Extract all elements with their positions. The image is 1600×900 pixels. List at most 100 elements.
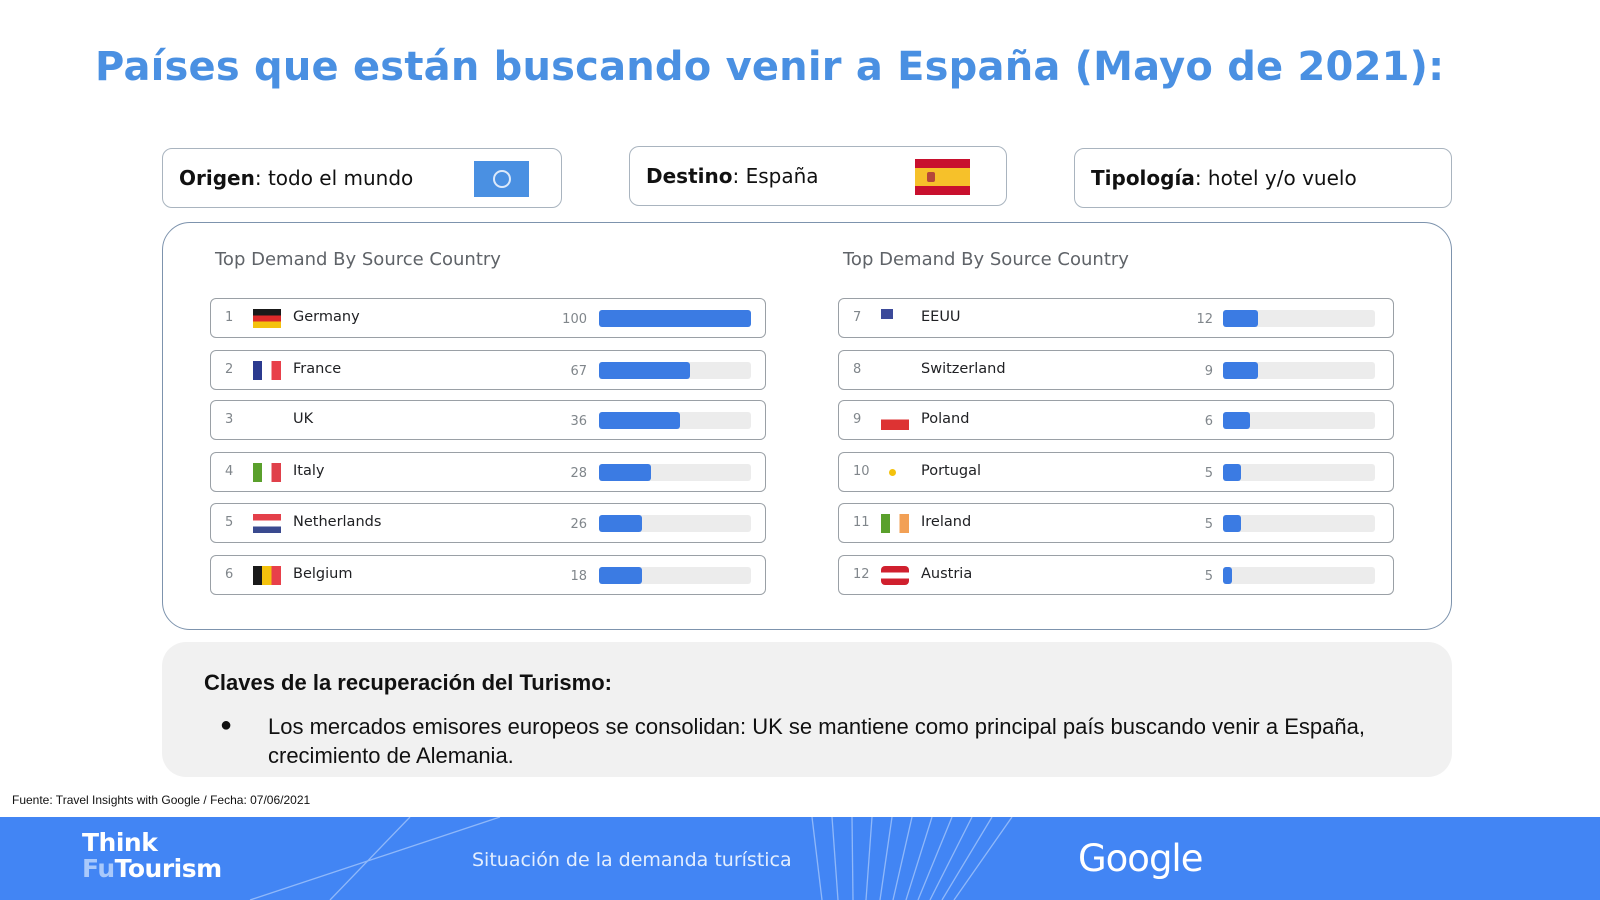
demand-bar-track [1223,515,1375,532]
table-row: 9 Poland 6 [838,400,1394,440]
rank-number: 9 [853,412,862,427]
demand-value: 18 [570,569,587,584]
rank-number: 1 [225,310,234,325]
brand-fu: Fu [82,854,115,883]
demand-value: 6 [1204,414,1213,429]
demand-value: 36 [570,414,587,429]
table-row: 7 EEUU 12 [838,298,1394,338]
typology-value: : hotel y/o vuelo [1194,166,1357,190]
demand-bar-fill [599,362,691,379]
rank-number: 12 [853,567,870,582]
demand-bar-fill [1223,515,1242,532]
origin-value: : todo el mundo [254,166,414,190]
demand-value: 67 [570,364,587,379]
insight-bullet: Los mercados emisores europeos se consol… [268,714,1365,768]
footer-banner: Think FuTourism Situación de la demanda … [0,817,1600,900]
rank-number: 8 [853,362,862,377]
demand-bar-track [599,515,751,532]
demand-bar-fill [1223,412,1251,429]
demand-bar-fill [1223,362,1258,379]
demand-panel: Top Demand By Source Country 1 Germany 100… [162,222,1452,630]
typology-label: Tipología [1091,166,1195,190]
brand-line-1: Think [82,828,158,857]
rank-number: 2 [225,362,234,377]
decorative-lines-icon [249,817,1013,900]
rank-number: 11 [853,515,870,530]
demand-value: 5 [1204,569,1213,584]
demand-bar-fill [599,310,751,327]
demand-bar-fill [599,464,651,481]
table-row: 11 Ireland 5 [838,503,1394,543]
demand-bar-fill [1223,567,1233,584]
table-row: 10 Portugal 5 [838,452,1394,492]
table-row: 4 Italy 28 [210,452,766,492]
table-row: 6 Belgium 18 [210,555,766,595]
rank-number: 4 [225,464,234,479]
table-row: 12 Austria 5 [838,555,1394,595]
demand-bar-track [599,310,751,327]
table-row: 8 Switzerland 9 [838,350,1394,390]
google-logo: Google [1078,837,1203,880]
demand-value: 28 [570,466,587,481]
destination-value: : España [732,164,819,188]
demand-bar-track [599,362,751,379]
country-flag-icon [253,361,281,380]
country-name: Germany [293,309,360,325]
demand-bar-fill [599,412,680,429]
origin-filter: Origen : todo el mundo [162,148,562,208]
key-insights-box: Claves de la recuperación del Turismo: ●… [162,642,1452,777]
demand-value: 100 [562,312,587,327]
demand-bar-track [1223,412,1375,429]
rank-number: 10 [853,464,870,479]
demand-value: 26 [570,517,587,532]
footer-subtitle: Situación de la demanda turística [472,849,792,871]
country-name: Portugal [921,463,982,479]
think-futourism-logo: Think FuTourism [82,830,222,882]
country-flag-icon [253,309,281,328]
country-name: UK [293,411,314,427]
demand-bar-fill [599,567,642,584]
demand-bar-track [1223,310,1375,327]
right-list-title: Top Demand By Source Country [843,249,1129,270]
table-row: 1 Germany 100 [210,298,766,338]
insights-title: Claves de la recuperación del Turismo: [204,670,612,695]
demand-bar-fill [599,515,642,532]
country-flag-icon [881,566,909,585]
demand-bar-fill [1223,464,1242,481]
brand-tourism: Tourism [114,854,223,883]
demand-bar-track [1223,567,1375,584]
left-list-title: Top Demand By Source Country [215,249,501,270]
rank-number: 7 [853,310,862,325]
country-flag-icon [881,514,909,533]
country-name: Belgium [293,566,353,582]
table-row: 2 France 67 [210,350,766,390]
country-name: Ireland [921,514,972,530]
destination-filter: Destino : España [629,146,1007,206]
demand-value: 5 [1204,466,1213,481]
demand-bar-track [599,567,751,584]
destination-label: Destino [646,164,733,188]
country-flag-icon [881,411,909,430]
rank-number: 6 [225,567,234,582]
source-note: Fuente: Travel Insights with Google / Fe… [12,793,311,807]
table-row: 3 UK 36 [210,400,766,440]
typology-filter: Tipología : hotel y/o vuelo [1074,148,1452,208]
bullet-icon: ● [220,714,233,736]
origin-label: Origen [179,166,255,190]
country-name: Austria [921,566,973,582]
spain-flag-icon [915,159,970,195]
demand-bar-track [1223,362,1375,379]
demand-bar-track [1223,464,1375,481]
country-name: EEUU [921,309,961,325]
demand-value: 9 [1204,364,1213,379]
country-name: France [293,361,342,377]
table-row: 5 Netherlands 26 [210,503,766,543]
un-flag-icon [474,161,529,197]
demand-bar-track [599,464,751,481]
country-name: Netherlands [293,514,382,530]
country-flag-icon [253,514,281,533]
brand-line-2: FuTourism [82,856,222,882]
rank-number: 3 [225,412,234,427]
demand-value: 12 [1196,312,1213,327]
demand-bar-track [599,412,751,429]
